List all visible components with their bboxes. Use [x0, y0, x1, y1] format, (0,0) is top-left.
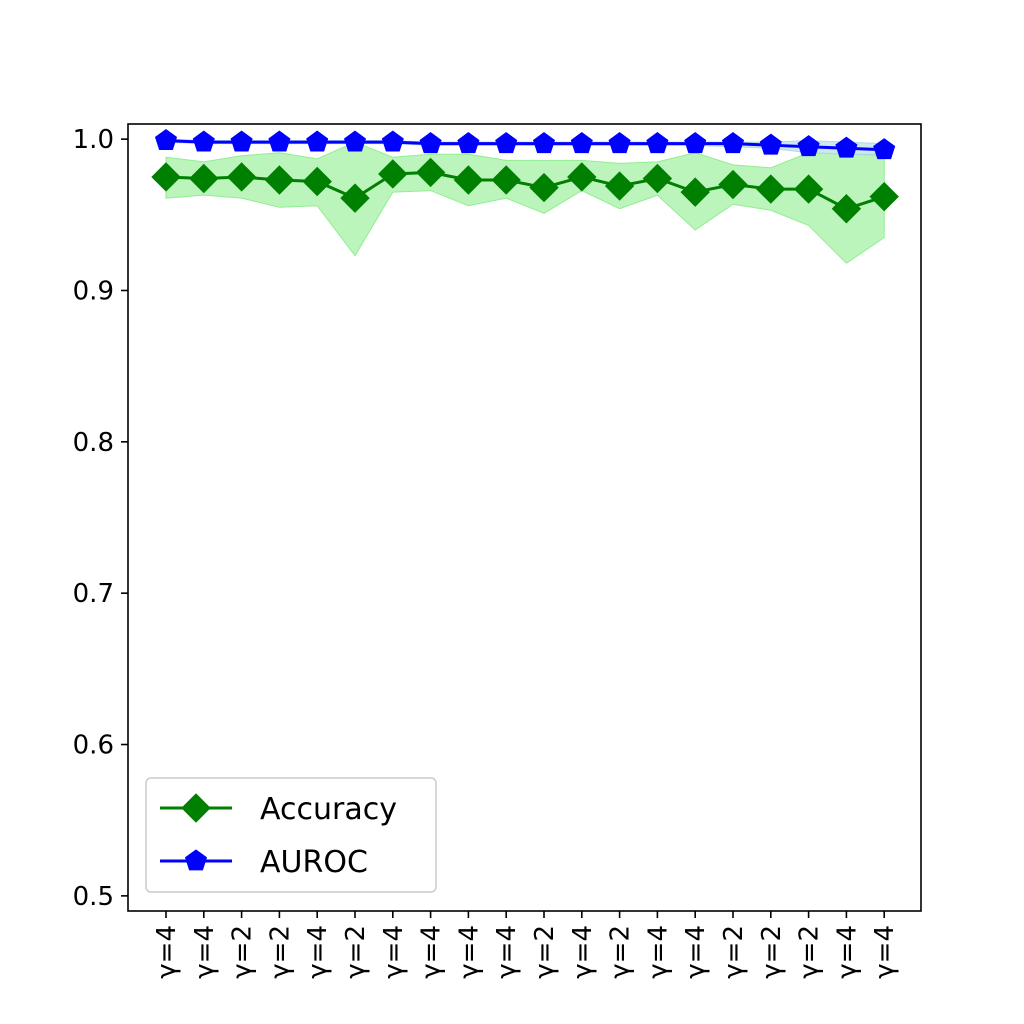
accuracy-point: [642, 163, 673, 194]
x-tick-label: γ=4: [643, 925, 673, 979]
x-tick-label: γ=4: [417, 925, 447, 979]
x-tick-label: γ=4: [190, 925, 220, 979]
accuracy-point: [151, 162, 181, 192]
accuracy-point: [793, 174, 824, 204]
x-tick-label: γ=4: [832, 925, 862, 979]
auroc-point: [797, 135, 820, 157]
y-axis: 0.5 0.6 0.7 0.8 0.9 1.0: [73, 125, 128, 912]
auroc-point: [759, 133, 782, 155]
x-tick-label: γ=2: [757, 925, 787, 979]
x-tick-label: γ=4: [303, 925, 333, 979]
y-tick-label: 0.8: [73, 428, 114, 458]
y-tick-label: 0.5: [73, 882, 114, 912]
accuracy-point: [453, 165, 484, 195]
auroc-point: [684, 132, 707, 154]
y-tick-label: 1.0: [73, 125, 114, 155]
auroc-point: [873, 138, 896, 160]
auroc-point: [381, 130, 404, 152]
x-tick-label: γ=2: [265, 925, 295, 979]
accuracy-point: [189, 163, 219, 194]
auroc-point: [457, 132, 480, 154]
legend-accuracy-marker: [181, 793, 211, 823]
accuracy-point: [264, 165, 295, 195]
auroc-point: [532, 132, 556, 154]
accuracy-point: [340, 183, 370, 213]
accuracy-band: [165, 141, 885, 264]
accuracy-point: [567, 162, 597, 192]
x-tick-label: γ=4: [568, 925, 598, 979]
accuracy-point: [604, 171, 635, 201]
y-tick-label: 0.7: [73, 579, 114, 609]
auroc-point: [570, 132, 593, 154]
legend-accuracy-label: Accuracy: [260, 792, 397, 827]
accuracy-point: [491, 165, 521, 195]
auroc-point: [154, 129, 178, 151]
series-markers: [151, 129, 899, 224]
auroc-point: [835, 136, 858, 158]
legend-auroc-marker: [184, 849, 208, 871]
auroc-point: [192, 130, 215, 152]
accuracy-point: [529, 172, 559, 203]
x-tick-label: γ=4: [870, 925, 900, 979]
accuracy-point: [756, 174, 786, 204]
y-tick-label: 0.9: [73, 276, 114, 306]
auroc-point: [343, 130, 367, 152]
legend: Accuracy AUROC: [145, 777, 437, 893]
legend-auroc-label: AUROC: [260, 845, 368, 880]
x-tick-label: γ=2: [795, 925, 825, 979]
x-tick-label: γ=2: [228, 925, 258, 979]
auroc-point: [495, 132, 518, 154]
accuracy-point: [680, 177, 710, 207]
x-tick-label: γ=2: [719, 925, 749, 979]
plot-frame: [127, 123, 922, 912]
accuracy-point: [378, 159, 408, 189]
accuracy-point: [415, 157, 446, 188]
accuracy-point: [302, 166, 332, 197]
accuracy-point: [226, 162, 257, 192]
auroc-point: [419, 132, 442, 154]
x-tick-label: γ=4: [454, 925, 484, 979]
x-tick-label: γ=2: [530, 925, 560, 979]
auroc-point: [646, 132, 669, 154]
y-tick-label: 0.6: [73, 731, 114, 761]
x-axis: γ=4 γ=4 γ=2 γ=2 γ=4 γ=2 γ=4 γ=4 γ=4 γ=4 γ=2 γ=4 γ=2 γ…: [152, 911, 900, 979]
accuracy-point: [831, 194, 862, 224]
x-tick-label: γ=4: [492, 925, 522, 979]
auroc-point: [608, 132, 631, 154]
auroc-point: [721, 132, 745, 154]
x-tick-label: γ=4: [681, 925, 711, 979]
x-tick-label: γ=2: [606, 925, 636, 979]
accuracy-point: [869, 181, 899, 212]
auroc-point: [268, 130, 291, 152]
auroc-point: [230, 130, 253, 152]
accuracy-point: [718, 169, 748, 200]
x-tick-label: γ=4: [379, 925, 409, 979]
x-tick-label: γ=4: [152, 925, 182, 979]
x-tick-label: γ=2: [341, 925, 371, 979]
auroc-point: [306, 130, 329, 152]
